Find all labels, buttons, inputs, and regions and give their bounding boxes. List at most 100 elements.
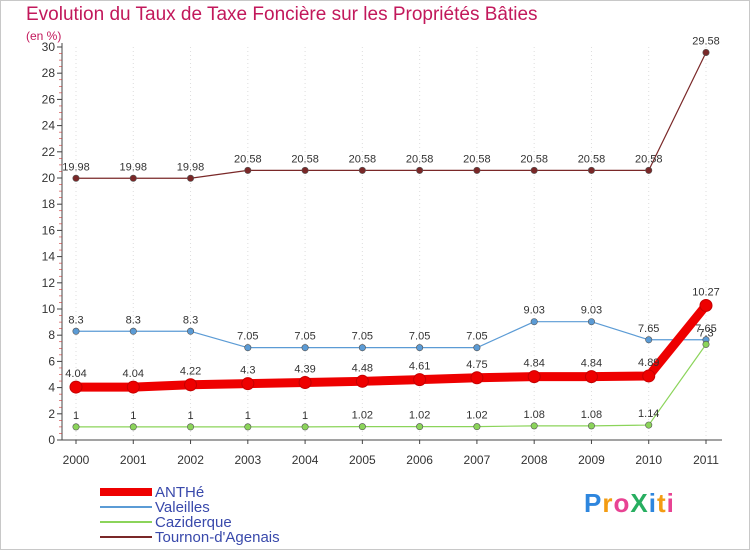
logo-letter: t [656,488,667,518]
x-tick-label: 2005 [349,453,376,467]
data-label: 20.58 [234,153,262,165]
series-line [71,300,711,392]
data-label: 8.3 [68,314,83,326]
data-label: 20.58 [578,153,606,165]
data-point [129,174,137,182]
data-label: 20.58 [291,153,319,165]
data-label: 7.05 [352,331,373,343]
data-label: 4.84 [581,358,602,370]
data-point [416,344,424,352]
data-label: 7.65 [695,323,716,335]
data-point [587,166,595,174]
data-point [413,373,427,387]
data-point [645,336,653,344]
data-point [527,370,541,384]
data-point [72,423,80,431]
data-label: 20.58 [635,153,663,165]
data-point [530,318,538,326]
data-label: 7.05 [294,331,315,343]
y-tick-label: 6 [48,354,55,368]
data-label: 29.58 [692,36,720,48]
data-label: 4.48 [352,362,373,374]
data-label: 7.05 [237,331,258,343]
data-label: 20.58 [463,153,491,165]
data-point [126,380,140,394]
data-label: 1 [245,410,251,422]
y-axis-unit: (en %) [26,29,62,43]
data-point [69,380,83,394]
series-0: 4.04 4.04 4.22 4.3 4.39 4.48 4.61 4.75 4.84 4.84 4… [65,286,720,394]
x-tick-label: 2002 [177,453,204,467]
data-point [72,327,80,335]
data-point [470,371,484,385]
data-label: 1 [73,410,79,422]
legend-label: Tournon-d'Agenais [155,529,280,546]
data-point [244,423,252,431]
data-point [473,423,481,431]
data-point [129,327,137,335]
series-2: 1 1 1 1 1 1.02 1.02 1.02 1.08 1.08 1.14 7.3 [72,327,714,431]
y-tick-label: 2 [48,407,55,421]
chart-title: Evolution du Taux de Taxe Foncière sur l… [26,4,538,25]
x-tick-label: 2007 [464,453,491,467]
data-label: 7.05 [466,331,487,343]
data-label: 8.3 [126,314,141,326]
data-point [241,377,255,391]
series-1: 8.3 8.3 8.3 7.05 7.05 7.05 7.05 7.05 9.03 9.03 7.6… [68,305,717,352]
data-label: 4.61 [409,361,430,373]
y-tick-label: 12 [42,276,56,290]
x-tick-label: 2001 [120,453,147,467]
data-point [416,166,424,174]
legend-label: Caziderque [155,514,232,531]
data-point [530,166,538,174]
data-point [72,174,80,182]
data-label: 4.84 [523,358,544,370]
data-label: 1 [187,410,193,422]
data-label: 4.39 [294,363,315,375]
data-label: 20.58 [520,153,548,165]
data-label: 9.03 [523,305,544,317]
data-point [473,166,481,174]
legend: ANTHéValeillesCaziderqueTournon-d'Agenai… [100,484,280,546]
y-tick-label: 20 [42,171,56,185]
x-tick-label: 2006 [406,453,433,467]
data-point [645,421,653,429]
data-point [301,423,309,431]
logo-letter: i [666,488,675,518]
data-label: 1.02 [409,410,430,422]
y-tick-label: 10 [42,302,56,316]
data-label: 4.22 [180,366,201,378]
logo-letter: P [584,488,603,518]
data-point [699,298,713,312]
data-point [184,378,198,392]
y-tick-label: 0 [48,433,55,447]
data-point [702,49,710,57]
data-label: 4.04 [65,368,86,380]
data-point [355,374,369,388]
data-label: 1 [302,410,308,422]
series-line [75,343,707,428]
data-label: 4.75 [466,359,487,371]
x-tick-label: 2004 [292,453,319,467]
x-tick-label: 2003 [234,453,261,467]
data-label: 4.3 [240,365,255,377]
legend-label: ANTHé [155,484,204,501]
data-point [587,318,595,326]
x-tick-label: 2009 [578,453,605,467]
data-label: 7.65 [638,323,659,335]
y-tick-label: 14 [42,250,56,264]
data-label: 20.58 [406,153,434,165]
series-3: 19.98 19.98 19.98 20.58 20.58 20.58 20.58 20.58… [62,36,720,182]
y-tick-label: 22 [42,145,56,159]
y-tick-label: 24 [42,119,56,133]
data-point [358,423,366,431]
grid-lines [75,47,707,440]
data-label: 1.02 [352,410,373,422]
data-label: 7.3 [698,327,713,339]
data-label: 1.08 [523,409,544,421]
data-label: 10.27 [692,286,720,298]
data-label: 19.98 [120,161,148,173]
logo-letter: r [602,488,614,518]
